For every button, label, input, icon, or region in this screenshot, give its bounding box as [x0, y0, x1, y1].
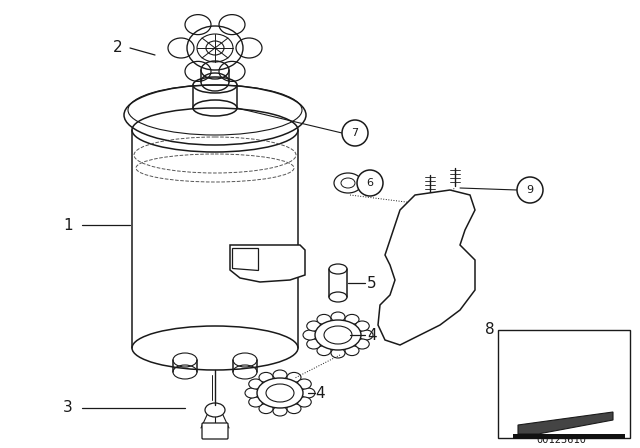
- Ellipse shape: [257, 378, 303, 408]
- Ellipse shape: [273, 406, 287, 416]
- Text: 00123610: 00123610: [536, 435, 586, 445]
- Ellipse shape: [273, 370, 287, 380]
- Ellipse shape: [331, 312, 345, 322]
- Ellipse shape: [359, 330, 373, 340]
- Text: 6: 6: [367, 178, 374, 188]
- Ellipse shape: [249, 379, 263, 389]
- Text: 7: 7: [351, 128, 358, 138]
- Ellipse shape: [287, 372, 301, 383]
- Polygon shape: [518, 412, 613, 434]
- Text: 8: 8: [485, 323, 495, 337]
- Ellipse shape: [331, 348, 345, 358]
- Text: 9: 9: [511, 343, 521, 357]
- Polygon shape: [230, 245, 305, 282]
- Ellipse shape: [297, 397, 311, 407]
- Ellipse shape: [307, 321, 321, 331]
- Polygon shape: [232, 248, 258, 270]
- Circle shape: [517, 177, 543, 203]
- Text: 2: 2: [113, 40, 123, 56]
- Circle shape: [357, 170, 383, 196]
- Ellipse shape: [287, 404, 301, 414]
- Ellipse shape: [259, 404, 273, 414]
- Ellipse shape: [317, 314, 331, 324]
- Text: 4: 4: [367, 327, 377, 343]
- Ellipse shape: [345, 314, 359, 324]
- Ellipse shape: [345, 345, 359, 356]
- Ellipse shape: [297, 379, 311, 389]
- Text: 5: 5: [367, 276, 377, 290]
- Ellipse shape: [301, 388, 315, 398]
- Ellipse shape: [303, 330, 317, 340]
- Text: 9: 9: [527, 185, 534, 195]
- Text: 1: 1: [63, 217, 73, 233]
- Text: 3: 3: [63, 401, 73, 415]
- Bar: [513, 434, 625, 439]
- Ellipse shape: [259, 372, 273, 383]
- Ellipse shape: [315, 320, 361, 350]
- Ellipse shape: [355, 321, 369, 331]
- Text: 4: 4: [315, 385, 325, 401]
- Ellipse shape: [307, 339, 321, 349]
- FancyBboxPatch shape: [202, 423, 228, 439]
- Ellipse shape: [317, 345, 331, 356]
- Circle shape: [342, 120, 368, 146]
- Ellipse shape: [249, 397, 263, 407]
- Text: 7: 7: [511, 373, 521, 387]
- Polygon shape: [378, 190, 475, 345]
- Ellipse shape: [245, 388, 259, 398]
- Bar: [498, 330, 630, 438]
- Ellipse shape: [355, 339, 369, 349]
